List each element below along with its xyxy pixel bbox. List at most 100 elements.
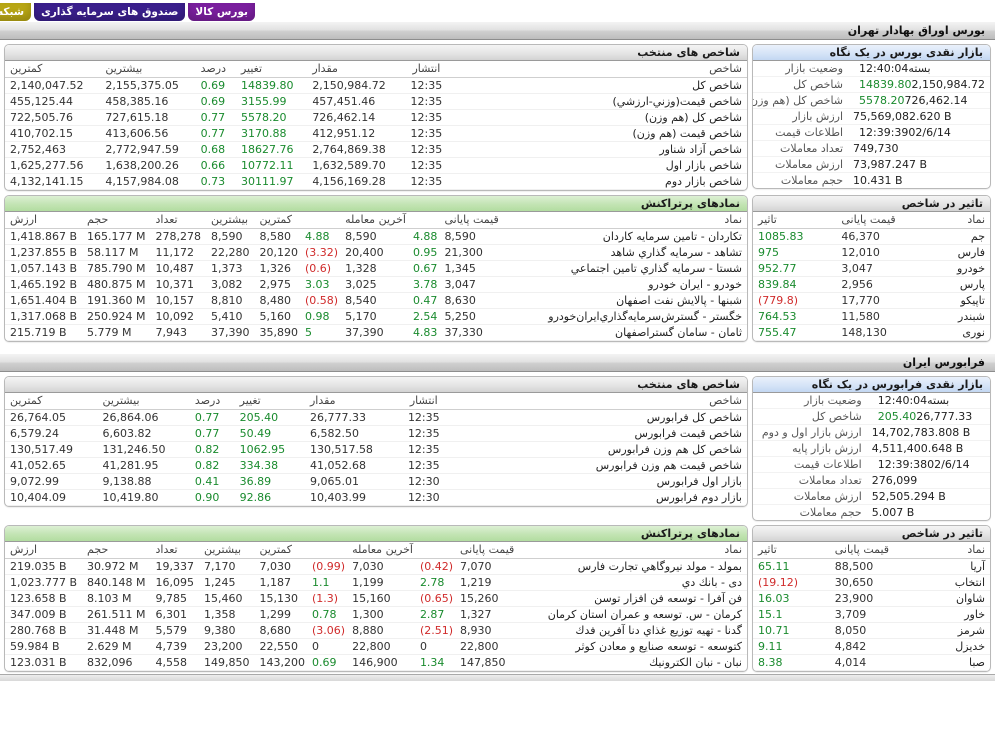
- table-row[interactable]: شاخص کل فرابورس 12:35 26,777.33 205.40 0.77 2…: [5, 409, 747, 426]
- column-header[interactable]: انتشار: [402, 61, 451, 78]
- table-row[interactable]: شستا - سرمایه گذاري تامین اجتماعي 1,345 0.…: [5, 260, 747, 277]
- column-header[interactable]: بیشترین: [97, 393, 190, 410]
- summary-row: 52,505.294 B ارزش معاملات: [753, 488, 990, 505]
- column-header[interactable]: [310, 542, 348, 559]
- column-header[interactable]: [410, 212, 440, 229]
- column-header[interactable]: کمترین: [5, 61, 101, 78]
- table-row[interactable]: شاخص بازار اول 12:35 1,632,589.70 10772.11 0…: [5, 157, 747, 174]
- column-header[interactable]: قیمت پایانی: [455, 542, 520, 559]
- table-row[interactable]: تاپیکو 17,770 (779.8): [753, 292, 990, 309]
- column-header[interactable]: تعداد: [150, 542, 200, 559]
- table-row[interactable]: تکاردان - تامین سرمایه کاردان 8,590 4.88 8,…: [5, 228, 747, 245]
- column-header[interactable]: شاخص: [450, 61, 747, 78]
- table-row[interactable]: خدیزل 4,842 9.11: [753, 638, 990, 655]
- table-row[interactable]: نبان - نبان الكترونیك 147,850 1.34 146,900 0…: [5, 654, 747, 671]
- column-header[interactable]: حجم: [82, 542, 151, 559]
- table-cell: 0.47: [410, 292, 440, 309]
- table-row[interactable]: شاخص قیمت فرابورس 12:35 6,582.50 50.49 0.77 6…: [5, 425, 747, 442]
- column-header[interactable]: آخرین معامله: [340, 212, 411, 229]
- table-row[interactable]: شاخص کل (هم وزن) 12:35 726,462.14 5578.20 0.…: [5, 109, 747, 126]
- table-row[interactable]: جم 46,370 1085.83: [753, 228, 990, 245]
- table-cell: 6,301: [150, 606, 200, 623]
- table-row[interactable]: تشاهد - سرمایه گذاري شاهد 21,300 0.95 20,40…: [5, 244, 747, 261]
- table-cell: 2.54: [410, 308, 440, 325]
- table-row[interactable]: بمولد - مولد نیروگاهي تجارت فارس 7,070 (0.…: [5, 558, 747, 575]
- column-header[interactable]: ارزش: [5, 542, 83, 559]
- table-row[interactable]: نوری 148,130 755.47: [753, 324, 990, 341]
- column-header[interactable]: تعداد: [150, 212, 207, 229]
- table-row[interactable]: پارس 2,956 839.84: [753, 276, 990, 293]
- table-row[interactable]: خودرو - ایران خودرو 3,047 3.78 3,025 3.03 2,9…: [5, 276, 747, 293]
- column-header[interactable]: بیشترین: [199, 542, 255, 559]
- table-row[interactable]: خگستر - گسترش‌سرمایه‌گذاري‌ایران‌خودرو 5,…: [5, 308, 747, 325]
- table-row[interactable]: شرمز 8,050 10.71: [753, 622, 990, 639]
- table-row[interactable]: انتخاب 30,650 (19.12): [753, 574, 990, 591]
- column-header[interactable]: کمترین: [254, 542, 311, 559]
- table-row[interactable]: بازار دوم فرابورس 12:30 10,403.99 92.86 0.90…: [5, 489, 747, 506]
- table-row[interactable]: آریا 88,500 65.11: [753, 558, 990, 575]
- column-header[interactable]: ارزش: [5, 212, 83, 229]
- column-header[interactable]: شاخص: [450, 393, 747, 410]
- table-row[interactable]: شاخص قیمت هم وزن فرابورس 12:35 41,052.68 33…: [5, 457, 747, 474]
- column-header[interactable]: [417, 542, 456, 559]
- table-row[interactable]: دی - بانك دي 1,219 2.78 1,199 1.1 1,187 1,245 1…: [5, 574, 747, 591]
- column-header[interactable]: تاثیر: [753, 542, 830, 559]
- column-header[interactable]: نماد: [503, 212, 747, 229]
- table-row[interactable]: شاخص کل هم وزن فرابورس 12:35 130,517.58 106…: [5, 441, 747, 458]
- column-header[interactable]: حجم: [82, 212, 151, 229]
- table-cell: 37,390: [206, 324, 255, 341]
- table-row[interactable]: شاخص بازار دوم 12:35 4,156,169.28 30111.97 0…: [5, 173, 747, 190]
- table-row[interactable]: شبنها - پالایش نفت اصفهان 8,630 0.47 8,540(…: [5, 292, 747, 309]
- table-cell: 16,095: [150, 574, 200, 591]
- table-row[interactable]: شبندر 11,580 764.53: [753, 308, 990, 325]
- table-row[interactable]: بازار اول فرابورس 12:30 9,065.01 36.89 0.41 9…: [5, 473, 747, 490]
- table-row[interactable]: شاخص قیمت(وزني-ارزشي) 12:35 457,451.46 3155…: [5, 93, 747, 110]
- column-header[interactable]: انتشار: [397, 393, 451, 410]
- column-header[interactable]: درصد: [189, 393, 235, 410]
- column-header[interactable]: درصد: [195, 61, 236, 78]
- table-row[interactable]: صبا 4,014 8.38: [753, 654, 990, 671]
- table-row[interactable]: شاخص آزاد شناور 12:35 2,764,869.38 18627.76…: [5, 141, 747, 158]
- table-cell: شاخص کل: [450, 77, 747, 94]
- table-cell: شبنها - پالایش نفت اصفهان: [503, 292, 747, 309]
- tab-1[interactable]: صندوق های سرمایه گذاری: [34, 3, 186, 21]
- column-header[interactable]: بیشترین: [206, 212, 255, 229]
- table-cell: 0: [417, 638, 456, 655]
- column-header[interactable]: نماد: [928, 542, 990, 559]
- column-header[interactable]: تغییر: [234, 393, 305, 410]
- section-gap: [0, 344, 995, 353]
- column-header[interactable]: نماد: [519, 542, 747, 559]
- table-row[interactable]: خاور 3,709 15.1: [753, 606, 990, 623]
- table-cell: (0.99): [310, 558, 348, 575]
- table-cell: 16.03: [753, 590, 830, 607]
- column-header[interactable]: قیمت پایانی: [829, 542, 929, 559]
- table-row[interactable]: فارس 12,010 975: [753, 244, 990, 261]
- column-header[interactable]: کمترین: [254, 212, 304, 229]
- table-row[interactable]: کرمان - س. توسعه و عمران استان کرمان 1,32…: [5, 606, 747, 623]
- table-row[interactable]: كتوسعه - توسعه صنایع و معادن كوثر 22,800 0…: [5, 638, 747, 655]
- table-row[interactable]: گدنا - تهیه توزیع غذاي دنا آفرین فدك 8,93…: [5, 622, 747, 639]
- table-cell: 0.98: [303, 308, 341, 325]
- column-header[interactable]: قیمت پایانی: [836, 212, 933, 229]
- table-row[interactable]: فن آفرا - توسعه فن افزار توسن 15,260 (0.65…: [5, 590, 747, 607]
- column-header[interactable]: مقدار: [307, 61, 403, 78]
- column-header[interactable]: مقدار: [304, 393, 398, 410]
- table-row[interactable]: خودرو 3,047 952.77: [753, 260, 990, 277]
- table-row[interactable]: شاخص کل 12:35 2,150,984.72 14839.80 0.69 2,15…: [5, 77, 747, 94]
- column-header[interactable]: بیشترین: [100, 61, 196, 78]
- table-row[interactable]: ثامان - سامان گستراصفهان 37,330 4.83 37,390…: [5, 324, 747, 341]
- table-cell: شاخص قیمت (هم وزن): [450, 125, 747, 142]
- column-header[interactable]: آخرین معامله: [347, 542, 418, 559]
- tab-0[interactable]: بورس کالا: [188, 3, 255, 21]
- column-header[interactable]: نماد: [932, 212, 990, 229]
- table-cell: 8,590: [439, 228, 504, 245]
- column-header[interactable]: کمترین: [5, 393, 98, 410]
- column-header[interactable]: تاثیر: [753, 212, 837, 229]
- table-row[interactable]: شاخص قیمت (هم وزن) 12:35 412,951.12 3170.88…: [5, 125, 747, 142]
- column-header[interactable]: [303, 212, 341, 229]
- column-header[interactable]: قیمت پایانی: [439, 212, 504, 229]
- column-header[interactable]: تغییر: [235, 61, 308, 78]
- summary-main: 73,987.247 B: [853, 158, 928, 171]
- tab-2[interactable]: شبکه کدال: [0, 3, 32, 21]
- table-row[interactable]: شاوان 23,900 16.03: [753, 590, 990, 607]
